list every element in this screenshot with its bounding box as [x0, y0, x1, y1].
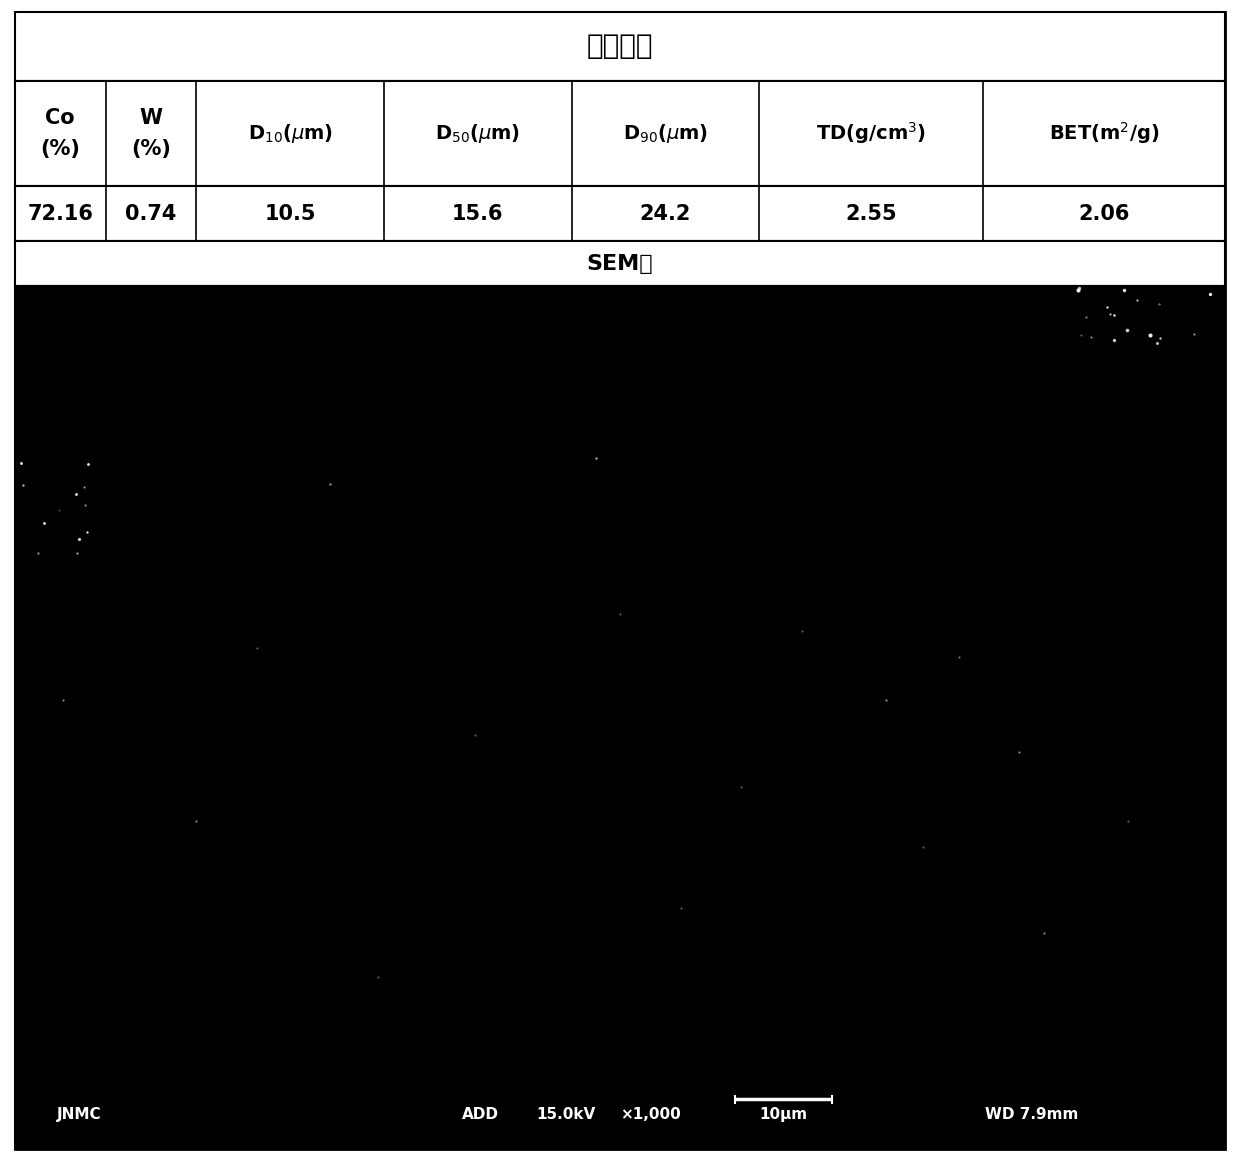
Text: TD(g/cm$^3$): TD(g/cm$^3$): [816, 121, 926, 146]
Text: 72.16: 72.16: [27, 203, 93, 224]
Text: D$_{90}$($\mu$m): D$_{90}$($\mu$m): [622, 122, 708, 145]
Text: (%): (%): [41, 138, 81, 159]
Bar: [15, 12, 1225, 81]
Text: ×1,000: ×1,000: [620, 1108, 681, 1122]
Text: Co: Co: [46, 108, 76, 129]
Text: D$_{50}$($\mu$m): D$_{50}$($\mu$m): [435, 122, 521, 145]
Text: 物化指标: 物化指标: [587, 33, 653, 60]
Bar: [15, 81, 1225, 186]
Text: SEM图: SEM图: [587, 253, 653, 274]
Text: 15.6: 15.6: [453, 203, 503, 224]
Text: 2.55: 2.55: [846, 203, 897, 224]
Text: D$_{10}$($\mu$m): D$_{10}$($\mu$m): [248, 122, 332, 145]
Text: 0.74: 0.74: [125, 203, 177, 224]
Text: 10.5: 10.5: [264, 203, 316, 224]
Text: WD 7.9mm: WD 7.9mm: [985, 1108, 1078, 1122]
Text: BET(m$^2$/g): BET(m$^2$/g): [1049, 121, 1159, 146]
Text: W: W: [140, 108, 162, 129]
Text: JNMC: JNMC: [57, 1108, 102, 1122]
Text: 10μm: 10μm: [759, 1108, 807, 1122]
Text: 2.06: 2.06: [1079, 203, 1130, 224]
Text: (%): (%): [131, 138, 171, 159]
Text: 24.2: 24.2: [640, 203, 691, 224]
Bar: [15, 241, 1225, 286]
Text: 15.0kV: 15.0kV: [536, 1108, 595, 1122]
Text: ADD: ADD: [463, 1108, 500, 1122]
Bar: [15, 186, 1225, 241]
Bar: [15, 286, 1225, 1149]
